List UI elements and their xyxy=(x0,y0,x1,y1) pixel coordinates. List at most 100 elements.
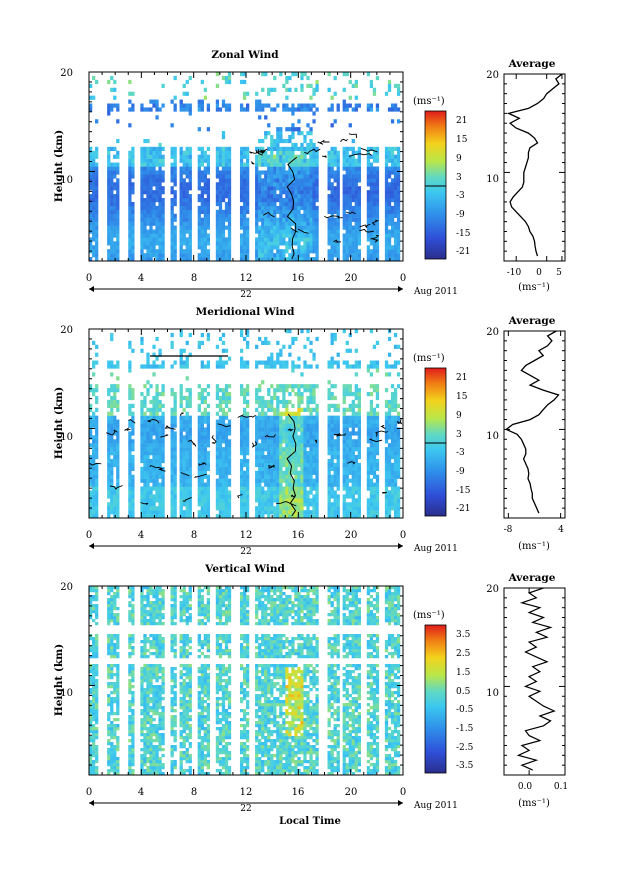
heatmap-cell xyxy=(197,205,201,211)
heatmap-cell xyxy=(246,150,250,155)
heatmap-cell xyxy=(246,245,250,250)
heatmap-cell xyxy=(116,458,120,464)
heatmap-cell xyxy=(375,486,380,491)
heatmap-cell xyxy=(309,194,313,199)
heatmap-cell xyxy=(330,158,334,163)
heatmap-cell xyxy=(294,233,298,238)
heatmap-cell xyxy=(384,237,389,242)
heatmap-cell xyxy=(300,182,304,187)
heatmap-cell xyxy=(297,494,301,499)
heatmap-cell xyxy=(264,253,268,258)
heatmap-cell xyxy=(155,407,159,412)
heatmap-cell xyxy=(158,514,162,519)
heatmap-cell xyxy=(309,249,313,254)
heatmap-cell xyxy=(182,103,186,108)
heatmap-cell xyxy=(161,474,165,479)
heatmap-cell xyxy=(294,506,298,511)
heatmap-cell xyxy=(221,415,226,420)
heatmap-cell xyxy=(390,107,395,112)
heatmap-cell xyxy=(282,395,286,401)
heatmap-cell xyxy=(155,190,159,195)
heatmap-cell xyxy=(258,170,262,175)
heatmap-cell xyxy=(264,443,268,448)
heatmap-cell xyxy=(315,158,319,163)
heatmap-cell xyxy=(342,154,346,159)
heatmap-cell xyxy=(200,470,204,475)
heatmap-cell xyxy=(393,205,398,211)
heatmap-cell xyxy=(258,360,262,365)
heatmap-cell xyxy=(345,431,349,436)
heatmap-cell xyxy=(354,213,358,218)
heatmap-cell xyxy=(110,103,114,108)
heatmap-cell xyxy=(227,502,232,507)
heatmap-cell xyxy=(182,217,186,222)
heatmap-cell xyxy=(288,245,292,250)
heatmap-cell xyxy=(390,170,395,175)
heatmap-cell xyxy=(309,435,313,440)
heatmap-cell xyxy=(158,419,162,424)
heatmap-cell xyxy=(221,245,226,250)
heatmap-cell xyxy=(155,241,159,246)
heatmap-cell xyxy=(333,170,337,175)
heatmap-cell xyxy=(375,253,380,258)
heatmap-cell xyxy=(131,506,135,511)
heatmap-cell xyxy=(270,221,274,226)
heatmap-cell xyxy=(206,419,211,424)
heatmap-cell xyxy=(255,447,259,452)
heatmap-cell xyxy=(285,514,289,519)
heatmap-cell xyxy=(110,372,114,377)
heatmap-cell xyxy=(116,399,120,405)
heatmap-cell xyxy=(390,435,395,440)
heatmap-cell xyxy=(140,443,144,448)
heatmap-cell xyxy=(185,458,189,464)
heatmap-cell xyxy=(95,395,99,401)
heatmap-cell xyxy=(396,146,401,151)
heatmap-cell xyxy=(267,364,271,369)
heatmap-cell xyxy=(315,150,319,155)
heatmap-cell xyxy=(170,205,174,211)
heatmap-cell xyxy=(351,190,355,195)
heatmap-cell xyxy=(354,178,358,183)
heatmap-cell xyxy=(158,182,162,187)
heatmap-cell xyxy=(342,423,346,428)
heatmap-cell xyxy=(297,182,301,187)
heatmap-cell xyxy=(297,403,301,408)
heatmap-cell xyxy=(303,158,307,163)
heatmap-cell xyxy=(372,435,377,440)
heatmap-cell xyxy=(170,178,174,183)
heatmap-cell xyxy=(89,209,93,214)
heatmap-cell xyxy=(146,162,150,167)
heatmap-cell xyxy=(152,395,156,401)
heatmap-cell xyxy=(224,478,229,483)
heatmap-cell xyxy=(351,217,355,222)
heatmap-cell xyxy=(258,253,262,258)
heatmap-cell xyxy=(197,494,201,499)
heatmap-cell xyxy=(285,411,289,416)
heatmap-cell xyxy=(255,229,259,234)
heatmap-cell xyxy=(396,213,401,218)
heatmap-cell xyxy=(351,470,355,475)
heatmap-cell xyxy=(170,392,174,397)
heatmap-cell xyxy=(185,466,189,471)
heatmap-cell xyxy=(357,190,361,195)
heatmap-cell xyxy=(333,427,337,432)
heatmap-cell xyxy=(342,431,346,436)
heatmap-cell xyxy=(143,411,147,416)
heatmap-cell xyxy=(92,470,96,475)
heatmap-cell xyxy=(291,257,295,262)
heatmap-cell xyxy=(354,411,358,416)
heatmap-cell xyxy=(239,482,244,487)
heatmap-cell xyxy=(279,415,283,420)
heatmap-cell xyxy=(158,451,162,456)
heatmap-cell xyxy=(279,411,283,416)
heatmap-cell xyxy=(239,466,244,471)
heatmap-cell xyxy=(273,474,277,479)
heatmap-cell xyxy=(273,166,277,171)
heatmap-cell xyxy=(261,138,265,144)
heatmap-cell xyxy=(242,447,247,452)
heatmap-cell xyxy=(294,253,298,258)
heatmap-cell xyxy=(218,427,223,432)
heatmap-cell xyxy=(218,466,223,471)
heatmap-cell xyxy=(242,170,247,175)
heatmap-cell xyxy=(351,253,355,258)
